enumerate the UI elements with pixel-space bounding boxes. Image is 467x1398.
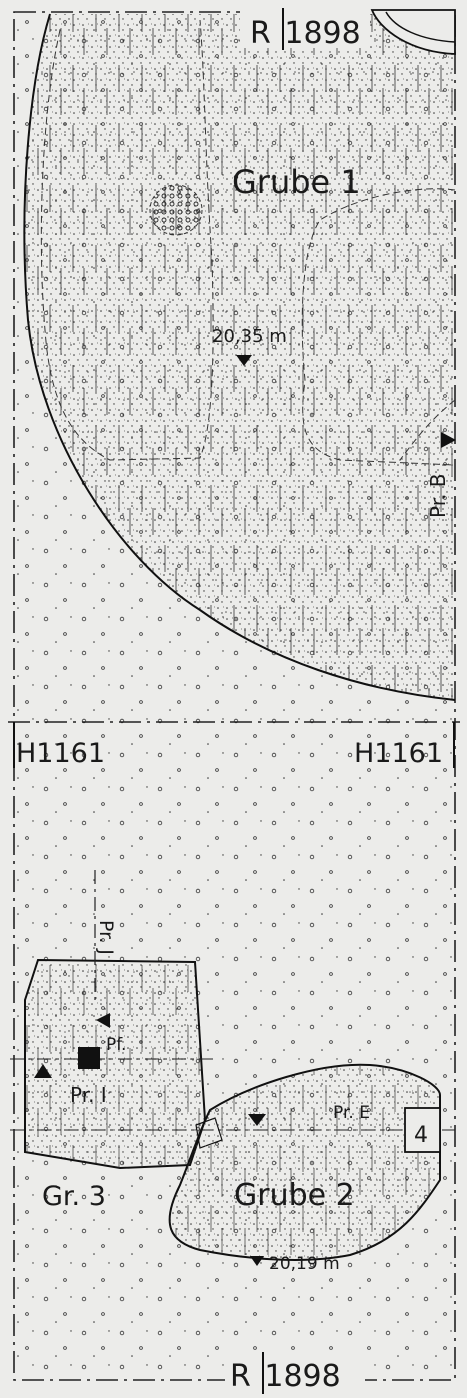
grid-label: H1161	[16, 738, 105, 769]
pit-outline	[23, 13, 456, 701]
profile-label: Pr. B	[426, 473, 450, 518]
profile-marker	[441, 432, 456, 448]
pit-label: Grube 1	[232, 163, 361, 201]
height-marker	[250, 1256, 264, 1266]
profile-label: Pr. E	[333, 1103, 370, 1123]
box-label: 4	[414, 1123, 428, 1148]
pit-texture	[25, 960, 205, 1168]
post-label: Pf.	[106, 1035, 126, 1055]
pit-label: Gr. 3	[42, 1181, 106, 1212]
profile-marker	[248, 1114, 266, 1126]
profile-label: Pr. J	[95, 920, 117, 955]
stone-cluster	[149, 184, 203, 236]
pit-label: Grube 2	[234, 1178, 355, 1213]
box	[404, 1107, 441, 1153]
inner-boundary	[301, 188, 456, 466]
grid-label: H1161	[354, 738, 443, 769]
inner-boundary	[40, 19, 214, 461]
label-bg	[240, 10, 370, 48]
height-label: 20,35 m	[212, 326, 287, 347]
height-marker	[236, 355, 252, 366]
pit-texture	[169, 1064, 440, 1260]
profile-marker	[34, 1064, 52, 1078]
corner-feature	[385, 11, 456, 43]
label-bg	[225, 1352, 365, 1394]
grid-label: R 1898	[250, 16, 361, 51]
height-label: 20,19 m	[269, 1254, 340, 1274]
grid-label: R 1898	[230, 1359, 341, 1394]
profile-label: Pr. I	[70, 1083, 107, 1107]
profile-marker	[96, 1013, 110, 1028]
post-hole	[78, 1047, 100, 1069]
